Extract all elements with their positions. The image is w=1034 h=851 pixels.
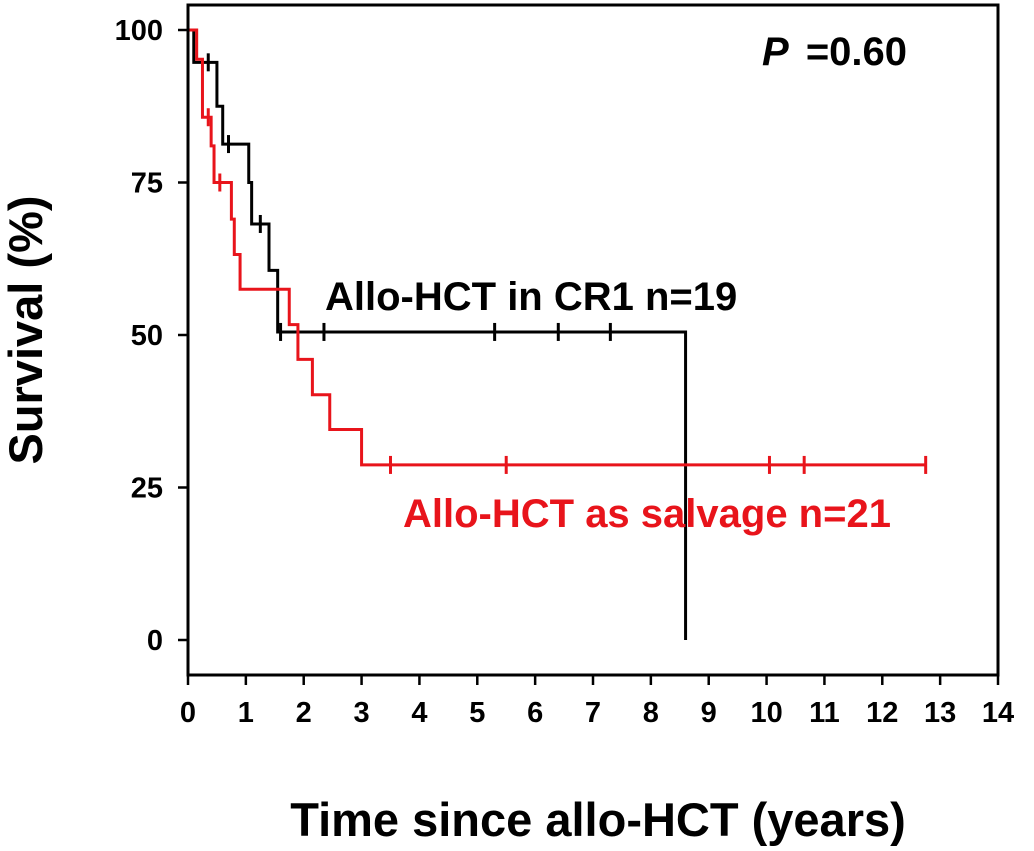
y-axis-title: Survival (%) [0, 195, 52, 464]
y-tick-label: 0 [147, 625, 163, 657]
axis-ticks [178, 28, 1000, 685]
x-tick-label: 10 [750, 697, 782, 729]
survival-curve-salvage [188, 28, 926, 467]
y-tick-label: 100 [115, 15, 163, 47]
series-label-salvage: Allo-HCT as salvage n=21 [403, 492, 891, 536]
x-tick-label: 13 [924, 697, 956, 729]
x-tick-label: 6 [527, 697, 543, 729]
plot-frame [186, 3, 1000, 677]
y-tick-label: 25 [131, 473, 163, 505]
x-tick-label: 14 [982, 697, 1014, 729]
x-tick-label: 2 [296, 697, 312, 729]
x-tick-label: 4 [411, 697, 427, 729]
y-tick-label: 75 [131, 168, 163, 200]
p-value-text: =0.60 [806, 30, 907, 74]
x-tick-label: 0 [180, 697, 196, 729]
x-tick-label: 5 [469, 697, 485, 729]
x-tick-label: 1 [238, 697, 254, 729]
x-axis-title: Time since allo-HCT (years) [290, 793, 906, 846]
x-tick-label: 11 [809, 697, 840, 729]
p-value-symbol: P [762, 30, 789, 74]
plot-lines [188, 28, 928, 640]
series-label-cr1: Allo-HCT in CR1 n=19 [325, 275, 737, 319]
x-tick-label: 8 [643, 697, 659, 729]
x-tick-label: 3 [354, 697, 370, 729]
y-tick-label: 50 [131, 320, 163, 352]
x-tick-label: 9 [701, 697, 717, 729]
x-tick-label: 7 [585, 697, 601, 729]
x-tick-label: 12 [866, 697, 898, 729]
p-value-annotation: P =0.60 [762, 30, 907, 74]
